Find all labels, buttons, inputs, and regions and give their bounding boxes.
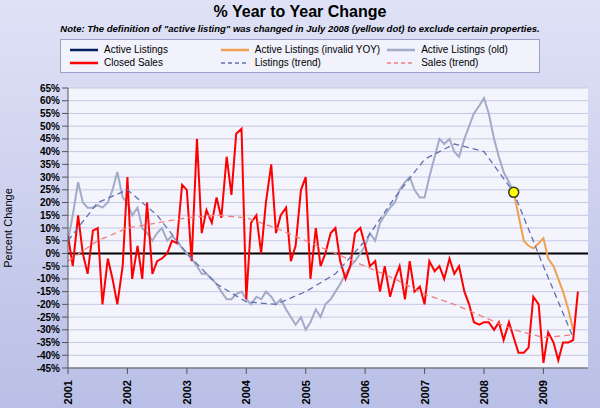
html-text:Active Listings (old): Active Listings (old)	[421, 44, 508, 55]
svg-text:30%: 30%	[40, 172, 60, 183]
html-text:Sales (trend): Sales (trend)	[421, 57, 479, 68]
svg-text:2006: 2006	[359, 380, 371, 404]
svg-text:40%: 40%	[40, 146, 60, 157]
svg-text:-20%: -20%	[37, 299, 60, 310]
svg-text:2009: 2009	[537, 380, 549, 404]
svg-text:2008: 2008	[478, 380, 490, 404]
svg-text:5%: 5%	[46, 235, 61, 246]
html-text:Active Listings (invalid YOY): Active Listings (invalid YOY)	[254, 44, 381, 55]
svg-text:2007: 2007	[419, 380, 431, 404]
svg-text:10%: 10%	[40, 223, 60, 234]
svg-text:-35%: -35%	[37, 337, 60, 348]
svg-text:-15%: -15%	[37, 286, 60, 297]
svg-text:2001: 2001	[62, 380, 74, 404]
svg-text:2004: 2004	[240, 379, 252, 404]
html-text:% Year to Year Change: % Year to Year Change	[213, 3, 387, 20]
svg-text:-45%: -45%	[37, 363, 60, 374]
svg-text:20%: 20%	[40, 197, 60, 208]
svg-text:65%: 65%	[40, 83, 60, 94]
svg-text:55%: 55%	[40, 108, 60, 119]
svg-text:25%: 25%	[40, 184, 60, 195]
svg-text:50%: 50%	[40, 121, 60, 132]
html-text:Active Listings: Active Listings	[104, 44, 168, 55]
svg-text:-25%: -25%	[37, 312, 60, 323]
svg-text:60%: 60%	[40, 95, 60, 106]
svg-text:35%: 35%	[40, 159, 60, 170]
svg-text:2003: 2003	[181, 380, 193, 404]
svg-text:2002: 2002	[121, 380, 133, 404]
html-text:Note: The definition of "activ: Note: The definition of "active listing"…	[60, 23, 540, 34]
svg-text:15%: 15%	[40, 210, 60, 221]
svg-text:Percent Change: Percent Change	[8, 188, 14, 268]
svg-text:-10%: -10%	[37, 273, 60, 284]
svg-text:0%: 0%	[46, 248, 61, 259]
html-text:Listings (trend): Listings (trend)	[254, 57, 321, 68]
html-text:Closed Sales: Closed Sales	[104, 57, 163, 68]
svg-text:-30%: -30%	[37, 324, 60, 335]
svg-text:-5%: -5%	[42, 261, 60, 272]
svg-text:45%: 45%	[40, 133, 60, 144]
svg-text:-40%: -40%	[37, 350, 60, 361]
svg-text:2005: 2005	[300, 380, 312, 404]
